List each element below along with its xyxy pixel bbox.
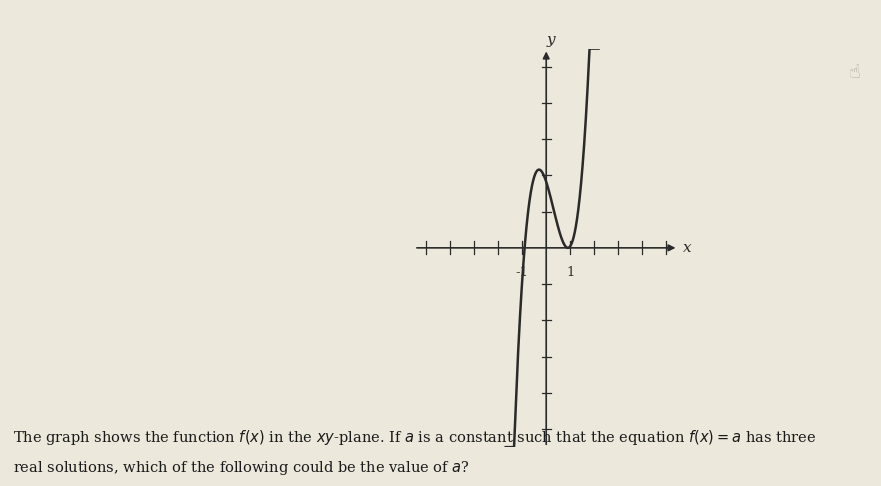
Text: The graph shows the function $f(x)$ in the $xy$-plane. If $a$ is a constant such: The graph shows the function $f(x)$ in t… [13,428,817,447]
Text: x: x [683,241,692,255]
Text: y: y [547,33,555,47]
Text: ☝: ☝ [848,63,861,83]
Text: real solutions, which of the following could be the value of $a$?: real solutions, which of the following c… [13,459,470,477]
Text: 1: 1 [566,266,574,279]
Text: -1: -1 [515,266,529,279]
